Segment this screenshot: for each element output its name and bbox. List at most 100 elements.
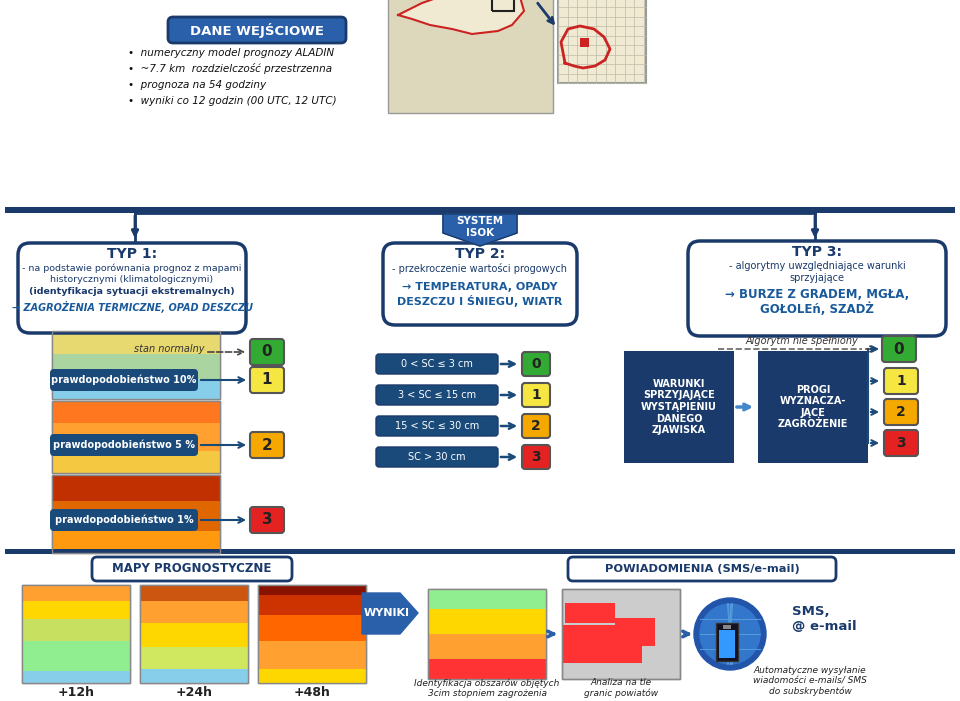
- FancyBboxPatch shape: [376, 447, 498, 467]
- Bar: [562, 589, 680, 679]
- Text: 2: 2: [896, 405, 906, 419]
- Bar: [492, 0, 514, 11]
- Text: prawdopodobieństwo 10%: prawdopodobieństwo 10%: [51, 375, 197, 386]
- Text: prawdopodobieństwo 1%: prawdopodobieństwo 1%: [55, 515, 193, 525]
- Bar: [428, 589, 546, 679]
- Text: TYP 3:: TYP 3:: [792, 245, 842, 259]
- Bar: [22, 585, 130, 601]
- Circle shape: [700, 604, 760, 664]
- Bar: [140, 601, 248, 623]
- Bar: [140, 647, 248, 669]
- Text: prawdopodobieństwo 5 %: prawdopodobieństwo 5 %: [53, 440, 195, 450]
- Bar: [258, 585, 366, 683]
- Bar: [22, 641, 130, 671]
- Text: → BURZE Z GRADEM, MGŁA,: → BURZE Z GRADEM, MGŁA,: [725, 289, 909, 301]
- Text: - przekroczenie wartości progowych: - przekroczenie wartości progowych: [393, 262, 567, 273]
- Text: Algorytm nie spełniony: Algorytm nie spełniony: [745, 336, 858, 346]
- Bar: [258, 595, 366, 615]
- Bar: [624, 351, 734, 463]
- Bar: [258, 585, 366, 683]
- Text: 3: 3: [262, 512, 273, 527]
- Text: Identyfikacja obszarów objętych
3cim stopniem zagrożenia: Identyfikacja obszarów objętych 3cim sto…: [415, 678, 560, 698]
- FancyBboxPatch shape: [250, 507, 284, 533]
- Text: POWIADOMIENIA (SMS/e-mail): POWIADOMIENIA (SMS/e-mail): [605, 564, 800, 574]
- FancyBboxPatch shape: [568, 557, 836, 581]
- Text: TYP 1:: TYP 1:: [107, 247, 157, 261]
- Text: 1: 1: [531, 388, 540, 402]
- FancyBboxPatch shape: [882, 336, 916, 362]
- Text: +12h: +12h: [58, 686, 94, 698]
- Text: DESZCZU I ŚNIEGU, WIATR: DESZCZU I ŚNIEGU, WIATR: [397, 295, 563, 307]
- Text: 0: 0: [894, 341, 904, 357]
- FancyBboxPatch shape: [168, 17, 346, 43]
- Text: 3: 3: [531, 450, 540, 464]
- Text: TYP 2:: TYP 2:: [455, 247, 505, 261]
- FancyBboxPatch shape: [522, 352, 550, 376]
- FancyBboxPatch shape: [50, 434, 198, 456]
- Text: 0: 0: [531, 357, 540, 371]
- Text: Analiza na tle
granic powiatów: Analiza na tle granic powiatów: [584, 678, 658, 698]
- FancyBboxPatch shape: [376, 416, 498, 436]
- Bar: [615, 618, 655, 646]
- Text: WYNIKI: WYNIKI: [364, 608, 410, 618]
- FancyBboxPatch shape: [50, 509, 198, 531]
- Text: (identyfikacja sytuacji ekstremalnych): (identyfikacja sytuacji ekstremalnych): [29, 287, 235, 297]
- Bar: [52, 531, 220, 553]
- Bar: [52, 331, 220, 354]
- Bar: [52, 401, 220, 423]
- Bar: [562, 589, 680, 679]
- Text: MAPY PROGNOSTYCZNE: MAPY PROGNOSTYCZNE: [112, 562, 272, 576]
- Text: WARUNKI
SPRZYJAJĄCE
WYSTĄPIENIU
DANEGO
ZJAWISKA: WARUNKI SPRZYJAJĄCE WYSTĄPIENIU DANEGO Z…: [641, 379, 717, 435]
- FancyBboxPatch shape: [522, 383, 550, 407]
- Bar: [758, 351, 868, 463]
- FancyBboxPatch shape: [688, 241, 946, 336]
- Text: 0: 0: [262, 344, 273, 360]
- Bar: [388, 0, 553, 113]
- Text: •  wyniki co 12 godzin (00 UTC, 12 UTC): • wyniki co 12 godzin (00 UTC, 12 UTC): [128, 96, 337, 106]
- FancyBboxPatch shape: [522, 445, 550, 469]
- Text: 2: 2: [531, 419, 540, 433]
- Bar: [52, 475, 220, 553]
- Text: SYSTEM
ISOK: SYSTEM ISOK: [456, 216, 504, 238]
- Bar: [140, 669, 248, 683]
- Text: SMS,
@ e-mail: SMS, @ e-mail: [792, 605, 856, 633]
- Bar: [5, 549, 955, 554]
- FancyBboxPatch shape: [250, 367, 284, 393]
- Text: - algorytmy uwzględniające warunki: - algorytmy uwzględniające warunki: [729, 261, 905, 271]
- Text: 15 < SC ≤ 30 cm: 15 < SC ≤ 30 cm: [395, 421, 479, 431]
- Bar: [52, 501, 220, 531]
- Bar: [22, 619, 130, 641]
- Bar: [52, 379, 220, 399]
- FancyBboxPatch shape: [884, 368, 918, 394]
- Text: Automatyczne wysyłanie
wiadomości e-mails/ SMS
do subskrybentów: Automatyczne wysyłanie wiadomości e-mail…: [753, 666, 867, 696]
- Polygon shape: [398, 0, 524, 34]
- Bar: [5, 207, 955, 213]
- Bar: [580, 38, 589, 47]
- Bar: [558, 0, 646, 83]
- Text: → ZAGROŻENIA TERMICZNE, OPAD DESZCZU: → ZAGROŻENIA TERMICZNE, OPAD DESZCZU: [12, 301, 252, 313]
- FancyBboxPatch shape: [884, 430, 918, 456]
- Text: GOŁOLEń, SZADŻ: GOŁOLEń, SZADŻ: [760, 302, 874, 315]
- Bar: [258, 669, 366, 683]
- Bar: [140, 585, 248, 683]
- Polygon shape: [443, 214, 517, 246]
- Bar: [52, 475, 220, 553]
- Text: •  ~7.7 km  rozdzielczość przestrzenna: • ~7.7 km rozdzielczość przestrzenna: [128, 64, 332, 74]
- Bar: [22, 585, 130, 683]
- Bar: [719, 630, 735, 658]
- Text: 1: 1: [896, 374, 906, 388]
- Text: 3: 3: [897, 436, 906, 450]
- Text: historycznymi (klimatologicznymi): historycznymi (klimatologicznymi): [51, 275, 213, 285]
- FancyBboxPatch shape: [383, 243, 577, 325]
- Text: •  numeryczny model prognozy ALADIN: • numeryczny model prognozy ALADIN: [128, 48, 334, 58]
- Text: 3 < SC ≤ 15 cm: 3 < SC ≤ 15 cm: [398, 390, 476, 400]
- Bar: [52, 423, 220, 451]
- Bar: [140, 623, 248, 647]
- Bar: [52, 331, 220, 399]
- Bar: [52, 354, 220, 379]
- Bar: [428, 634, 546, 659]
- FancyBboxPatch shape: [884, 399, 918, 425]
- Bar: [258, 585, 366, 595]
- Bar: [22, 601, 130, 619]
- Bar: [428, 609, 546, 634]
